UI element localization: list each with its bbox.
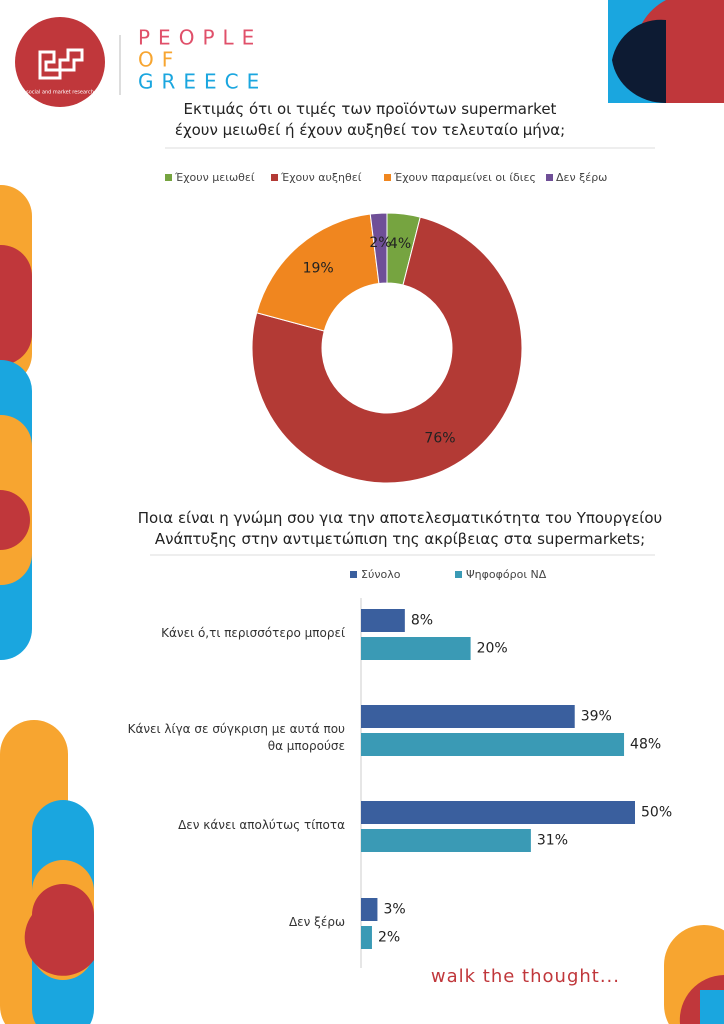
y-tick-label: Κάνει ό,τι περισσότερο μπορεί [161,626,345,640]
bar [361,733,625,756]
logo-wordmark: GREECE [138,70,267,94]
data-label: 50% [641,805,672,821]
legend-label: Έχουν μειωθεί [174,171,255,184]
bar [361,801,635,824]
bar [361,898,378,921]
legend-swatch [350,571,357,578]
data-label: 4% [389,236,411,252]
y-tick-label: Δεν ξέρω [288,915,345,929]
legend-swatch [455,571,462,578]
data-label: 48% [630,737,661,753]
data-label: 2% [378,930,400,946]
data-label: 3% [383,902,405,918]
data-label: 20% [477,641,508,657]
donut-slice [256,213,380,332]
logo-tagline: social and market research [26,90,94,96]
legend-label: Ψηφοφόροι ΝΔ [466,568,547,581]
legend-label: Έχουν αυξηθεί [280,171,362,184]
donut-slice [251,216,523,484]
legend-label: Δεν ξέρω [556,171,607,184]
y-tick-label: Κάνει λίγα σε σύγκριση με αυτά που θα μπ… [127,722,345,753]
donut-slice [369,212,388,285]
data-label: 8% [411,613,433,629]
bar [361,926,372,949]
chart-title: Εκτιμάς ότι οι τιμές των προϊόντων super… [174,100,566,139]
chart-title: Ποια είναι η γνώμη σου για την αποτελεσμ… [137,509,663,548]
legend-swatch [271,174,278,181]
logo-wordmark: PEOPLE [138,26,262,50]
footer-slogan: walk the thought... [431,966,620,987]
bar [361,829,531,852]
logo-wordmark: OF [138,48,181,72]
bar [361,609,405,632]
bar [361,705,575,728]
legend-swatch [384,174,391,181]
legend-swatch [165,174,172,181]
data-label: 2% [369,235,391,251]
data-label: 39% [581,709,612,725]
bar [361,637,471,660]
y-tick-label: Δεν κάνει απολύτως τίποτα [178,818,345,832]
legend-label: Σύνολο [361,568,401,581]
data-label: 31% [537,833,568,849]
legend-label: Έχουν παραμείνει οι ίδιες [393,171,536,184]
data-label: 19% [303,261,334,277]
legend-swatch [546,174,553,181]
data-label: 76% [424,431,455,447]
